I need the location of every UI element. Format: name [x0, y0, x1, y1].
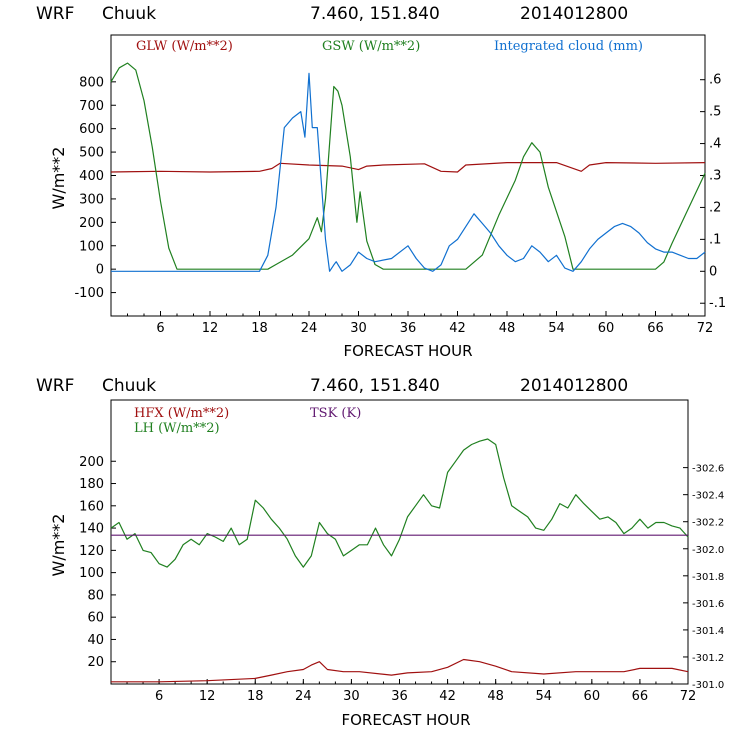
- top-y-tick-label: 0: [96, 263, 104, 278]
- bottom-legend-hfx: HFX (W/m**2): [134, 406, 229, 421]
- bottom-y-axis-label: W/m**2: [49, 514, 68, 577]
- top-x-tick-label: 72: [697, 321, 714, 336]
- top-y2-tick-label: .6: [709, 73, 721, 88]
- bottom-x-tick-label: 30: [343, 689, 360, 704]
- bottom-header-coords: 7.460, 151.840: [310, 376, 440, 396]
- bottom-legend-tsk: TSK (K): [310, 406, 361, 421]
- top-y-tick-label: 700: [79, 99, 104, 114]
- bottom-header-model: WRF: [36, 376, 74, 396]
- top-x-tick-label: 30: [350, 321, 367, 336]
- bottom-y2-ticks: -301.0 -301.2 -301.4 -301.6 -301.8 -302.0 -302…: [683, 464, 724, 691]
- bottom-x-axis-label: FORECAST HOUR: [341, 711, 470, 729]
- top-y2-ticks: -.1 0 .1 .2 .3 .4 .5 .6: [700, 73, 726, 311]
- bottom-y-tick-label: 20: [87, 655, 104, 670]
- bottom-y2-tick-label: -301.6: [692, 599, 724, 610]
- bottom-series-group: [110, 438, 689, 683]
- bottom-x-tick-label: 66: [632, 689, 649, 704]
- bottom-header-run: 2014012800: [520, 376, 628, 396]
- top-y-tick-label: 300: [79, 192, 104, 207]
- top-x-tick-label: 48: [499, 321, 516, 336]
- top-x-tick-label: 54: [548, 321, 565, 336]
- top-legend-cloud: Integrated cloud (mm): [494, 39, 643, 54]
- bottom-x-tick-label: 6: [155, 689, 163, 704]
- top-x-tick-label: 36: [400, 321, 417, 336]
- bottom-x-tick-label: 24: [295, 689, 312, 704]
- top-x-tick-label: 24: [301, 321, 318, 336]
- bottom-x-tick-label: 18: [247, 689, 264, 704]
- bottom-y-tick-label: 200: [79, 455, 104, 470]
- bottom-y2-tick-label: -301.0: [692, 680, 724, 691]
- top-header-coords: 7.460, 151.840: [310, 4, 440, 24]
- top-header-model: WRF: [36, 4, 74, 24]
- top-legend-gsw: GSW (W/m**2): [322, 39, 420, 54]
- top-y-tick-label: 400: [79, 169, 104, 184]
- bottom-y-tick-label: 120: [79, 544, 104, 559]
- bottom-y2-tick-label: -301.2: [692, 653, 724, 664]
- top-x-tick-label: 18: [251, 321, 268, 336]
- bottom-x-ticks: 6 12 18 24 30 36 42 48 54 60 66 72: [110, 679, 697, 704]
- bottom-header-station: Chuuk: [102, 376, 156, 396]
- bottom-y-tick-label: 80: [87, 588, 104, 603]
- top-series-line-glw: [110, 162, 706, 173]
- top-y2-tick-label: .2: [709, 200, 721, 215]
- top-y2-tick-label: .3: [709, 169, 721, 184]
- top-panel: WRF Chuuk 7.460, 151.840 2014012800 GLW …: [36, 4, 726, 360]
- top-y-tick-label: 500: [79, 146, 104, 161]
- top-y2-tick-label: .4: [709, 137, 721, 152]
- bottom-x-tick-label: 48: [487, 689, 504, 704]
- top-series-group: [110, 62, 706, 272]
- bottom-y-tick-label: 140: [79, 522, 104, 537]
- bottom-y2-tick-label: -302.0: [692, 545, 724, 556]
- bottom-x-tick-label: 60: [584, 689, 601, 704]
- bottom-y-tick-label: 180: [79, 477, 104, 492]
- bottom-series-line-lh: [110, 438, 689, 568]
- top-y-tick-label: 200: [79, 216, 104, 231]
- bottom-y2-tick-label: -302.4: [692, 491, 724, 502]
- top-x-tick-label: 6: [156, 321, 164, 336]
- bottom-y2-tick-label: -301.8: [692, 572, 724, 583]
- top-y-tick-label: 100: [79, 239, 104, 254]
- bottom-y-tick-label: 60: [87, 611, 104, 626]
- bottom-y-tick-label: 40: [87, 633, 104, 648]
- bottom-y2-tick-label: -302.2: [692, 518, 724, 529]
- top-x-ticks: 6 12 18 24 30 36 42 48 54 60 66 72: [110, 311, 714, 336]
- bottom-x-tick-label: 72: [680, 689, 697, 704]
- top-series-line-integrated: [111, 72, 706, 272]
- top-y2-tick-label: -.1: [709, 296, 726, 311]
- bottom-panel: WRF Chuuk 7.460, 151.840 2014012800 HFX …: [36, 376, 724, 729]
- bottom-y2-tick-label: -302.6: [692, 464, 724, 475]
- top-header-station: Chuuk: [102, 4, 156, 24]
- bottom-y-tick-label: 100: [79, 566, 104, 581]
- bottom-x-tick-label: 36: [391, 689, 408, 704]
- top-legend-glw: GLW (W/m**2): [136, 39, 233, 54]
- bottom-y-tick-label: 160: [79, 499, 104, 514]
- top-y-ticks: -100 0 100 200 300 400 500 600 700 800: [74, 75, 116, 301]
- bottom-legend-lh: LH (W/m**2): [134, 421, 220, 436]
- top-y2-tick-label: .5: [709, 105, 721, 120]
- top-x-axis-label: FORECAST HOUR: [343, 342, 472, 360]
- top-y2-tick-label: 0: [709, 264, 717, 279]
- bottom-y-ticks: 20 40 60 80 100 120 140 160 180 200: [79, 455, 116, 670]
- bottom-series-line-hfx: [111, 658, 689, 683]
- top-y2-tick-label: .1: [709, 232, 721, 247]
- top-y-tick-label: 600: [79, 122, 104, 137]
- top-plot-frame: [110, 34, 706, 317]
- bottom-plot-frame: [110, 399, 689, 685]
- top-x-tick-label: 42: [449, 321, 466, 336]
- top-y-tick-label: 800: [79, 75, 104, 90]
- top-x-tick-label: 66: [647, 321, 664, 336]
- bottom-x-tick-label: 42: [439, 689, 456, 704]
- bottom-x-tick-label: 54: [535, 689, 552, 704]
- top-y-tick-label: -100: [74, 286, 104, 301]
- bottom-x-tick-label: 12: [199, 689, 216, 704]
- top-y-axis-label: W/m**2: [49, 147, 68, 210]
- bottom-y2-tick-label: -301.4: [692, 626, 724, 637]
- top-x-tick-label: 60: [598, 321, 615, 336]
- top-series-line-gsw: [110, 62, 706, 270]
- top-header-run: 2014012800: [520, 4, 628, 24]
- top-x-tick-label: 12: [202, 321, 219, 336]
